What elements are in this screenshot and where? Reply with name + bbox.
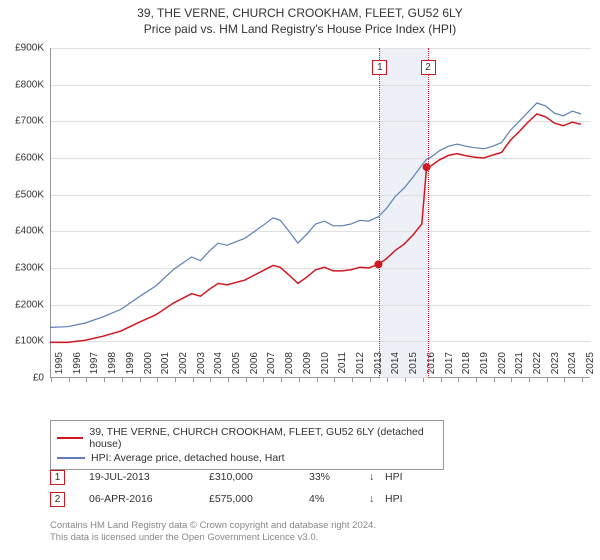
sale-date: 06-APR-2016 [89, 493, 209, 505]
sale-row-marker: 2 [50, 492, 65, 507]
y-axis-label: £0 [0, 373, 44, 384]
x-tick [529, 378, 530, 382]
sale-date: 19-JUL-2013 [89, 471, 209, 483]
legend-label: HPI: Average price, detached house, Hart [91, 452, 285, 464]
y-axis-label: £500K [0, 189, 44, 200]
footer-attribution: Contains HM Land Registry data © Crown c… [50, 520, 376, 545]
x-tick [122, 378, 123, 382]
sale-dot [374, 260, 382, 268]
series-property [50, 114, 581, 342]
y-axis-label: £200K [0, 299, 44, 310]
y-axis-label: £300K [0, 263, 44, 274]
x-tick [299, 378, 300, 382]
x-tick [210, 378, 211, 382]
x-tick [441, 378, 442, 382]
legend-row: 39, THE VERNE, CHURCH CROOKHAM, FLEET, G… [57, 425, 437, 451]
x-tick [51, 378, 52, 382]
x-tick [175, 378, 176, 382]
legend-row: HPI: Average price, detached house, Hart [57, 451, 437, 465]
x-tick [405, 378, 406, 382]
figure-root: 39, THE VERNE, CHURCH CROOKHAM, FLEET, G… [0, 0, 600, 560]
sale-price: £575,000 [209, 493, 309, 505]
x-tick [246, 378, 247, 382]
legend-swatch [57, 457, 85, 459]
x-tick [458, 378, 459, 382]
x-tick [476, 378, 477, 382]
sale-row: 1 19-JUL-2013£310,00033%↓HPI [50, 466, 425, 488]
x-tick [86, 378, 87, 382]
x-tick [228, 378, 229, 382]
x-tick [511, 378, 512, 382]
sale-arrow-icon: ↓ [369, 493, 385, 505]
sale-price: £310,000 [209, 471, 309, 483]
x-tick [281, 378, 282, 382]
sale-arrow-icon: ↓ [369, 471, 385, 483]
y-axis-label: £700K [0, 116, 44, 127]
x-tick [140, 378, 141, 382]
chart-area: £0£100K£200K£300K£400K£500K£600K£700K£80… [50, 48, 590, 378]
legend: 39, THE VERNE, CHURCH CROOKHAM, FLEET, G… [50, 420, 444, 470]
title-address: 39, THE VERNE, CHURCH CROOKHAM, FLEET, G… [0, 6, 600, 20]
sale-dot [423, 163, 431, 171]
x-tick [193, 378, 194, 382]
sale-hpi-suffix: HPI [385, 493, 425, 505]
y-axis-label: £400K [0, 226, 44, 237]
x-tick [263, 378, 264, 382]
sale-hpi-suffix: HPI [385, 471, 425, 483]
series-hpi [50, 103, 581, 327]
x-tick [352, 378, 353, 382]
footer-line1: Contains HM Land Registry data © Crown c… [50, 520, 376, 532]
title-block: 39, THE VERNE, CHURCH CROOKHAM, FLEET, G… [0, 0, 600, 36]
line-layer [50, 48, 590, 378]
sales-table: 1 19-JUL-2013£310,00033%↓HPI 2 06-APR-2016£… [50, 466, 425, 510]
x-tick [317, 378, 318, 382]
y-axis-label: £800K [0, 79, 44, 90]
x-tick [387, 378, 388, 382]
x-tick [104, 378, 105, 382]
x-tick [334, 378, 335, 382]
sale-row: 2 06-APR-2016£575,0004%↓HPI [50, 488, 425, 510]
sale-row-marker: 1 [50, 470, 65, 485]
x-tick [370, 378, 371, 382]
footer-line2: This data is licensed under the Open Gov… [50, 532, 376, 544]
x-tick [547, 378, 548, 382]
sale-pct: 4% [309, 493, 369, 505]
y-axis-label: £600K [0, 153, 44, 164]
legend-label: 39, THE VERNE, CHURCH CROOKHAM, FLEET, G… [89, 426, 437, 450]
title-subtitle: Price paid vs. HM Land Registry's House … [0, 22, 600, 36]
y-axis-label: £900K [0, 43, 44, 54]
x-tick [157, 378, 158, 382]
x-tick [564, 378, 565, 382]
sale-pct: 33% [309, 471, 369, 483]
x-tick [69, 378, 70, 382]
x-tick [582, 378, 583, 382]
y-axis-label: £100K [0, 336, 44, 347]
x-tick [423, 378, 424, 382]
x-tick [494, 378, 495, 382]
legend-swatch [57, 437, 83, 439]
